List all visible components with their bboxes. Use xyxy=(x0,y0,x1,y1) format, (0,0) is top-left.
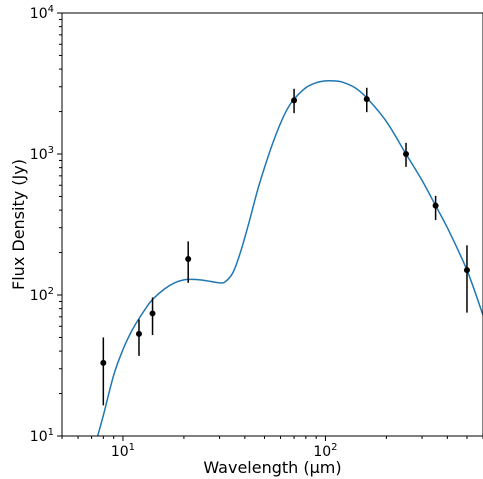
data-point-group xyxy=(185,241,192,283)
data-point xyxy=(363,96,370,103)
data-point-group xyxy=(403,142,410,167)
data-point-group xyxy=(363,87,370,113)
data-point xyxy=(463,267,470,274)
y-tick-label: 103 xyxy=(30,145,54,163)
model-curve-layer xyxy=(96,79,483,436)
data-point xyxy=(100,359,107,366)
data-point-group xyxy=(149,297,156,336)
data-point xyxy=(135,330,142,337)
data-point-group xyxy=(100,337,107,406)
data-point-group xyxy=(432,195,439,221)
y-tick-label: 101 xyxy=(30,427,54,445)
y-axis-ticks: 101 102 103 104 xyxy=(30,4,62,445)
data-point xyxy=(149,310,156,317)
plot-frame xyxy=(61,12,483,437)
data-point-group xyxy=(463,245,470,313)
data-point-group xyxy=(135,319,142,356)
data-point xyxy=(291,97,298,104)
model-curve-line xyxy=(96,79,483,436)
x-axis-label: Wavelength (μm) xyxy=(203,458,341,477)
x-axis-ticks: 101 102 xyxy=(61,436,483,460)
y-axis-label: Flux Density (Jy) xyxy=(9,159,28,290)
data-point xyxy=(403,151,410,157)
y-tick-label: 102 xyxy=(30,286,54,304)
data-point xyxy=(185,256,192,263)
y-tick-label: 104 xyxy=(30,4,54,22)
x-tick-label: 102 xyxy=(313,442,337,460)
data-points-layer xyxy=(100,87,470,406)
data-point-group xyxy=(291,88,298,114)
data-point xyxy=(432,202,439,209)
x-tick-label: 101 xyxy=(111,442,135,460)
